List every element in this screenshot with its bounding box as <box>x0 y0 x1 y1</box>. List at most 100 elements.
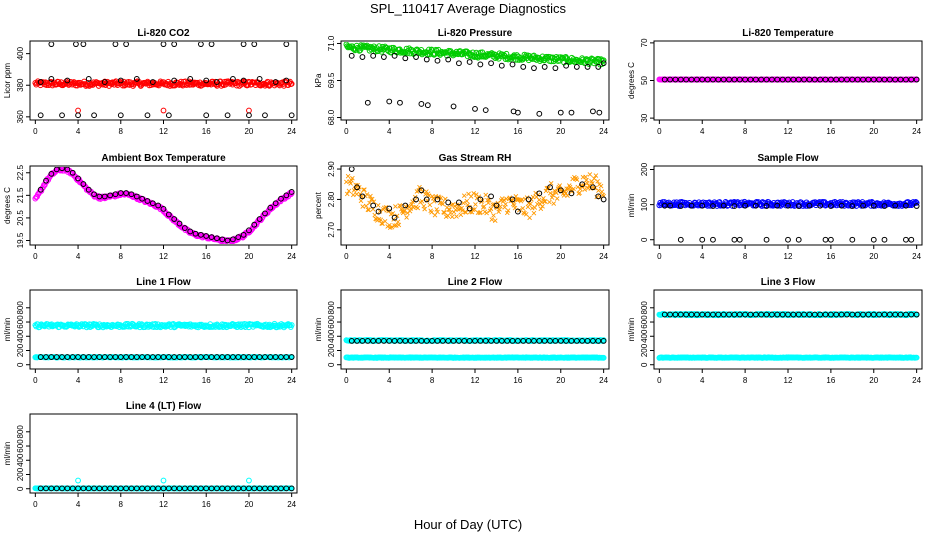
data-point <box>434 207 440 212</box>
data-point <box>75 112 81 119</box>
data-points <box>32 42 295 119</box>
data-point <box>123 354 130 360</box>
data-point <box>600 196 607 203</box>
panel-title: Line 3 Flow <box>761 277 816 288</box>
data-point <box>860 202 866 209</box>
y-axis-label: ml/min <box>3 442 12 466</box>
data-point <box>214 79 220 85</box>
data-point <box>710 203 716 209</box>
data-point <box>256 354 263 360</box>
data-point <box>478 209 483 215</box>
data-point <box>197 354 204 360</box>
data-point <box>408 206 414 211</box>
x-tick-label: 20 <box>244 252 253 261</box>
data-point <box>801 311 807 318</box>
data-point <box>112 42 119 48</box>
data-point <box>525 337 532 344</box>
data-point <box>489 217 495 222</box>
data-point <box>246 112 252 119</box>
data-point <box>64 354 71 360</box>
data-point <box>908 236 915 243</box>
data-point <box>541 64 548 70</box>
data-point <box>514 109 521 116</box>
data-point <box>152 320 159 327</box>
data-point <box>736 76 743 83</box>
y-tick-label: 0 <box>327 362 336 367</box>
data-point <box>854 311 861 318</box>
data-point <box>661 202 668 209</box>
data-point <box>112 191 119 198</box>
data-point <box>811 76 818 83</box>
x-tick-label: 24 <box>287 127 296 136</box>
data-point <box>908 311 915 318</box>
data-point <box>48 76 55 82</box>
data-point <box>785 76 791 83</box>
data-point <box>123 485 130 492</box>
data-point <box>811 311 818 318</box>
data-point <box>715 311 722 318</box>
data-point <box>806 311 813 318</box>
data-point <box>133 76 140 82</box>
x-tick-label: 4 <box>387 376 392 385</box>
data-point <box>117 112 124 119</box>
data-point <box>149 79 156 85</box>
data-point <box>272 354 279 360</box>
data-point <box>431 51 438 58</box>
data-point <box>579 337 586 344</box>
data-point <box>278 485 284 492</box>
x-tick-label: 24 <box>287 500 296 509</box>
x-tick-label: 16 <box>513 376 522 385</box>
x-tick-label: 4 <box>700 252 705 261</box>
data-point <box>571 186 576 192</box>
data-point <box>165 354 172 360</box>
data-point <box>579 181 586 188</box>
x-tick-label: 24 <box>287 376 296 385</box>
data-point <box>763 203 770 209</box>
x-tick-label: 8 <box>743 127 748 136</box>
data-point <box>240 77 247 84</box>
x-tick-label: 20 <box>869 376 878 385</box>
x-tick-label: 20 <box>244 127 253 136</box>
data-point <box>360 204 366 209</box>
x-tick-label: 24 <box>599 376 608 385</box>
data-point <box>881 311 888 318</box>
data-point <box>677 236 684 243</box>
y-tick-label: 600 <box>327 315 336 329</box>
data-point <box>224 112 231 119</box>
x-tick-label: 16 <box>513 252 522 261</box>
data-point <box>774 76 781 83</box>
data-point <box>897 76 904 83</box>
x-tick-label: 12 <box>159 252 168 261</box>
data-point <box>542 198 548 204</box>
data-point <box>849 76 856 83</box>
y-tick-label: 21.5 <box>16 187 25 203</box>
data-point <box>230 354 236 360</box>
data-point <box>123 190 130 196</box>
data-point <box>511 203 517 208</box>
data-point <box>48 485 55 492</box>
data-point <box>886 311 893 318</box>
panel-title: Line 2 Flow <box>448 277 503 288</box>
data-point <box>509 337 516 344</box>
data-point <box>520 205 526 211</box>
data-point <box>913 354 920 361</box>
data-point <box>498 337 505 344</box>
data-point <box>64 167 71 173</box>
data-point <box>219 236 226 243</box>
y-tick-label: 400 <box>640 329 649 343</box>
x-tick-label: 8 <box>119 127 124 136</box>
data-point <box>91 112 97 119</box>
panel-title: Line 1 Flow <box>136 277 191 288</box>
data-point <box>763 76 770 83</box>
y-tick-label: 0 <box>640 237 649 242</box>
data-point <box>473 202 478 207</box>
data-point <box>197 42 204 48</box>
data-point <box>466 59 473 65</box>
data-point <box>155 354 162 360</box>
data-point <box>450 337 457 344</box>
panel-title: Sample Flow <box>757 153 818 164</box>
y-axis-label: percent <box>314 191 323 218</box>
data-point <box>488 206 494 212</box>
data-point <box>386 98 393 105</box>
